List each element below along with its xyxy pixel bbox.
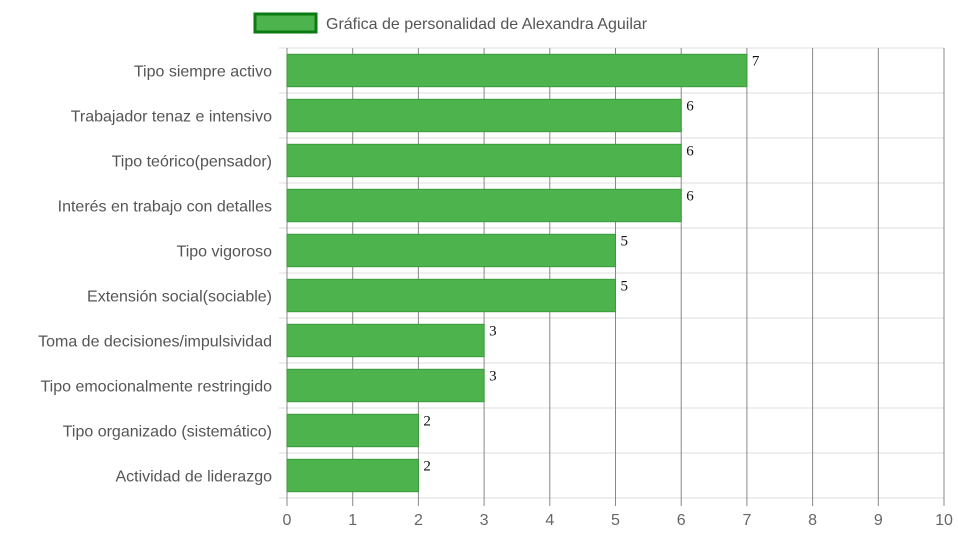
bar (286, 53, 748, 88)
category-label: Tipo teórico(pensador) (112, 154, 272, 171)
x-tick-label: 1 (348, 512, 357, 529)
data-label: 5 (621, 278, 629, 294)
bar (286, 188, 682, 223)
bar (286, 98, 682, 133)
legend-label[interactable]: Gráfica de personalidad de Alexandra Agu… (326, 16, 648, 33)
x-tick-label: 8 (808, 512, 817, 529)
x-tick-label: 6 (677, 512, 686, 529)
bar (286, 413, 419, 448)
category-label: Actividad de liderazgo (115, 469, 272, 486)
category-label: Trabajador tenaz e intensivo (71, 109, 272, 126)
bar (286, 368, 485, 403)
x-tick-label: 4 (545, 512, 554, 529)
bars (286, 53, 748, 493)
bar (286, 278, 616, 313)
x-axis-ticks: 0 1 2 3 4 5 6 7 8 9 10 (283, 512, 953, 529)
x-tick-label: 3 (480, 512, 489, 529)
bar (286, 233, 616, 268)
data-label: 3 (489, 368, 497, 384)
x-tick-label: 10 (935, 512, 953, 529)
data-label: 6 (686, 143, 694, 159)
legend[interactable]: Gráfica de personalidad de Alexandra Agu… (253, 12, 648, 34)
category-labels: Tipo siempre activo Trabajador tenaz e in… (38, 64, 272, 486)
data-label: 2 (423, 413, 431, 429)
x-tick-label: 0 (283, 512, 292, 529)
bar (286, 458, 419, 493)
data-labels: 7 6 6 6 5 5 3 3 2 2 (423, 53, 760, 474)
data-label: 5 (621, 233, 629, 249)
category-label: Interés en trabajo con detalles (58, 199, 272, 216)
category-label: Extensión social(sociable) (87, 289, 272, 306)
data-label: 3 (489, 323, 497, 339)
legend-swatch[interactable] (253, 12, 318, 34)
bar (286, 143, 682, 178)
data-label: 6 (686, 98, 694, 114)
x-tick-label: 5 (611, 512, 620, 529)
data-label: 7 (752, 53, 760, 69)
data-label: 6 (686, 188, 694, 204)
category-label: Tipo vigoroso (177, 244, 273, 261)
x-tick-label: 9 (874, 512, 883, 529)
data-label: 2 (423, 458, 431, 474)
category-label: Tipo organizado (sistemático) (63, 424, 272, 441)
bar (286, 323, 485, 358)
category-label: Toma de decisiones/impulsividad (38, 334, 272, 351)
x-tick-label: 7 (742, 512, 751, 529)
x-tick-label: 2 (414, 512, 423, 529)
category-label: Tipo siempre activo (134, 64, 272, 81)
category-label: Tipo emocionalmente restringido (40, 379, 272, 396)
